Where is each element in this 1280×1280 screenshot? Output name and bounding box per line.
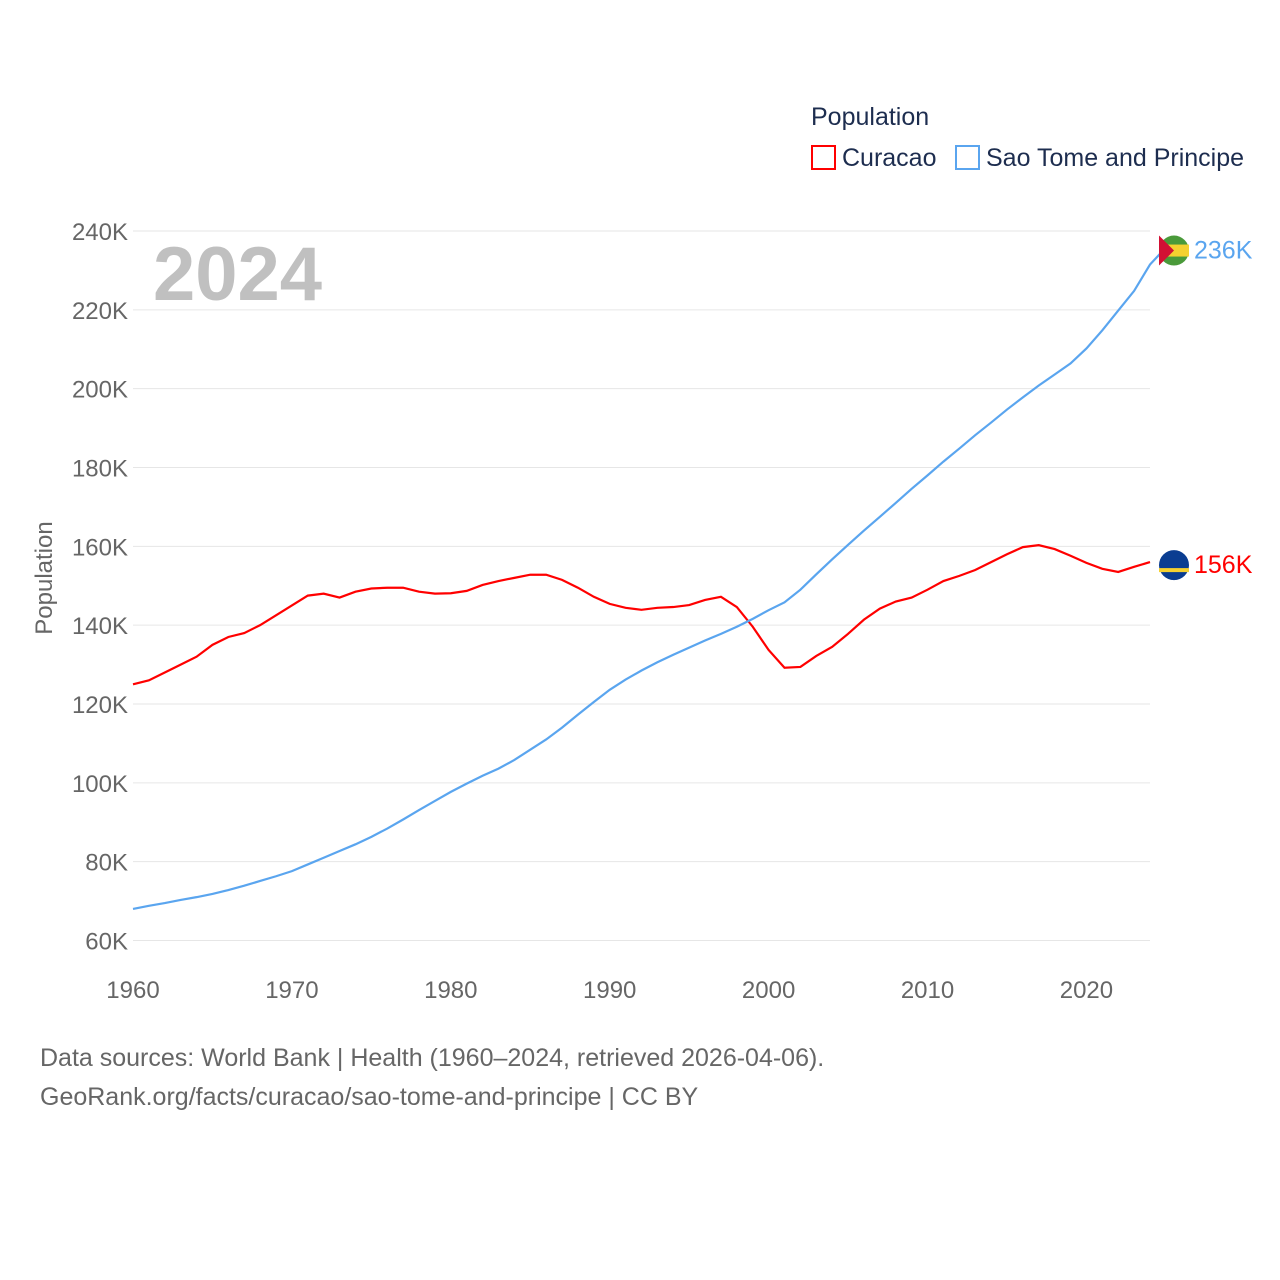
x-tick-label: 1980 (424, 977, 477, 1004)
x-tick-label: 2000 (742, 977, 795, 1004)
end-label-1: 236K (1194, 237, 1253, 265)
y-axis-label: Population (31, 521, 58, 634)
series-line-1 (132, 246, 1167, 911)
x-tick-label: 2020 (1060, 977, 1113, 1004)
end-label-0: 156K (1194, 551, 1253, 579)
x-tick-label: 1970 (265, 977, 318, 1004)
source-link[interactable]: GeoRank.org/facts/curacao/sao-tome-and-p… (40, 1083, 699, 1111)
y-tick-label: 100K (72, 771, 128, 798)
y-tick-label: 200K (72, 377, 128, 404)
year-label: 2024 (153, 232, 322, 317)
x-tick-label: 1960 (106, 977, 159, 1004)
y-tick-label: 220K (72, 298, 128, 325)
x-tick-label: 1990 (583, 977, 636, 1004)
flag-stripe (1159, 568, 1189, 573)
y-tick-label: 80K (85, 850, 128, 877)
x-tick-label: 2010 (901, 977, 954, 1004)
y-tick-label: 160K (72, 534, 128, 561)
y-tick-label: 140K (72, 613, 128, 640)
source-line: Data sources: World Bank | Health (1960–… (40, 1044, 825, 1072)
flag-triangle (1159, 235, 1174, 266)
legend-swatch-1 (955, 145, 980, 170)
legend-title: Population (811, 103, 929, 131)
y-tick-label: 60K (85, 929, 128, 956)
series-line-0 (132, 544, 1151, 686)
curacao-flag-icon (1159, 550, 1189, 581)
legend-label-1: Sao Tome and Principe (986, 144, 1244, 172)
y-tick-label: 240K (72, 219, 128, 246)
legend-label-0: Curacao (842, 144, 937, 172)
y-tick-label: 180K (72, 456, 128, 483)
legend-swatch-0 (811, 145, 836, 170)
y-tick-label: 120K (72, 692, 128, 719)
